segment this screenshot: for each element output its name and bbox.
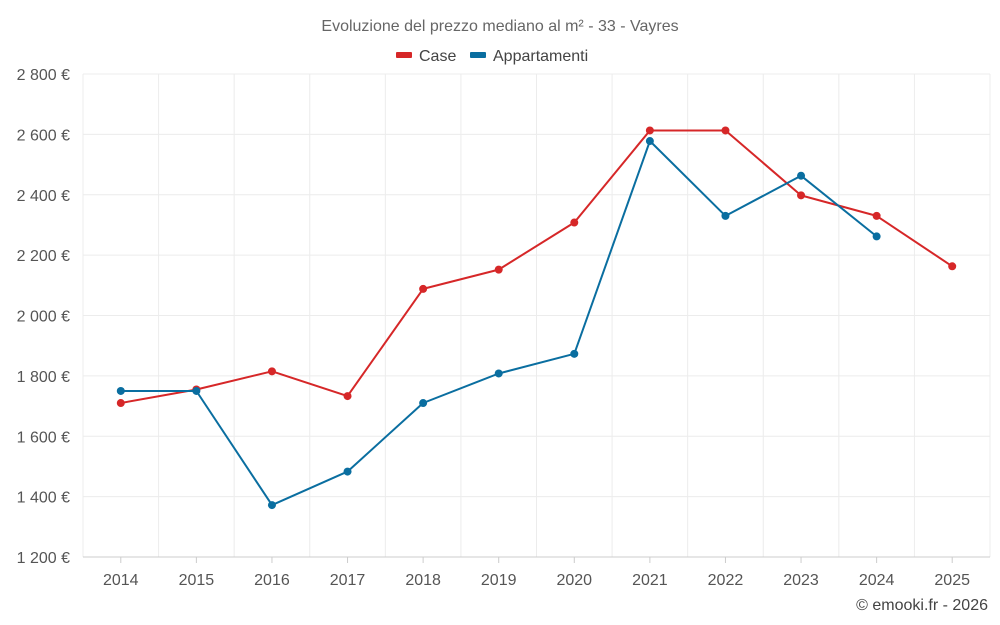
x-tick-label: 2020	[556, 572, 592, 589]
legend-item-case[interactable]: Case	[396, 48, 456, 65]
data-point-case[interactable]	[721, 126, 730, 135]
y-axis: 1 200 € 1 400 € 1 600 € 1 800 € 2 000 € 2 200…	[17, 67, 70, 567]
data-point-appartamenti[interactable]	[797, 171, 806, 180]
data-point-case[interactable]	[570, 218, 579, 227]
y-tick-label: 1 200 €	[17, 550, 70, 567]
chart-title: Evoluzione del prezzo mediano al m² - 33…	[321, 18, 678, 35]
data-point-case[interactable]	[645, 126, 654, 135]
data-point-case[interactable]	[343, 392, 352, 401]
credit-text: © emooki.fr - 2026	[856, 597, 988, 614]
x-tick-label: 2016	[254, 572, 290, 589]
grid	[82, 73, 991, 558]
legend-label-appartamenti: Appartamenti	[493, 48, 588, 65]
legend-swatch-case	[396, 52, 412, 58]
series-line-case	[120, 129, 953, 404]
series-appartamenti	[116, 137, 881, 510]
y-tick-label: 2 800 €	[17, 67, 70, 84]
x-axis: 2014 2015 2016 2017 2018 2019 2020 2021 2022 2023…	[83, 556, 990, 589]
y-tick-label: 2 200 €	[17, 248, 70, 265]
data-point-case[interactable]	[872, 211, 881, 220]
data-point-appartamenti[interactable]	[267, 501, 276, 510]
data-point-appartamenti[interactable]	[721, 211, 730, 220]
x-tick-label: 2024	[859, 572, 895, 589]
y-tick-label: 1 600 €	[17, 429, 70, 446]
data-point-appartamenti[interactable]	[645, 137, 654, 146]
series-group	[116, 126, 957, 510]
data-point-case[interactable]	[494, 265, 503, 274]
data-point-case[interactable]	[116, 399, 125, 408]
data-point-appartamenti[interactable]	[192, 386, 201, 395]
data-point-appartamenti[interactable]	[872, 232, 881, 241]
data-point-case[interactable]	[419, 284, 428, 293]
legend-item-appartamenti[interactable]: Appartamenti	[470, 48, 588, 65]
data-point-appartamenti[interactable]	[419, 399, 428, 408]
data-point-case[interactable]	[948, 262, 957, 271]
data-point-appartamenti[interactable]	[570, 349, 579, 358]
legend-label-case: Case	[419, 48, 456, 65]
x-tick-label: 2021	[632, 572, 668, 589]
x-tick-label: 2018	[405, 572, 441, 589]
data-point-appartamenti[interactable]	[116, 386, 125, 395]
x-tick-label: 2022	[708, 572, 744, 589]
legend: Case Appartamenti	[396, 48, 588, 65]
data-point-case[interactable]	[797, 191, 806, 200]
data-point-appartamenti[interactable]	[494, 369, 503, 378]
data-point-case[interactable]	[267, 367, 276, 376]
y-tick-label: 1 800 €	[17, 369, 70, 386]
y-tick-label: 2 000 €	[17, 309, 70, 326]
x-tick-label: 2014	[103, 572, 139, 589]
x-tick-label: 2025	[934, 572, 970, 589]
y-tick-label: 2 600 €	[17, 127, 70, 144]
legend-swatch-appartamenti	[470, 52, 486, 58]
data-point-appartamenti[interactable]	[343, 467, 352, 476]
x-tick-label: 2017	[330, 572, 366, 589]
x-tick-label: 2015	[179, 572, 215, 589]
y-tick-label: 2 400 €	[17, 188, 70, 205]
y-tick-label: 1 400 €	[17, 490, 70, 507]
x-tick-label: 2019	[481, 572, 517, 589]
x-tick-label: 2023	[783, 572, 819, 589]
